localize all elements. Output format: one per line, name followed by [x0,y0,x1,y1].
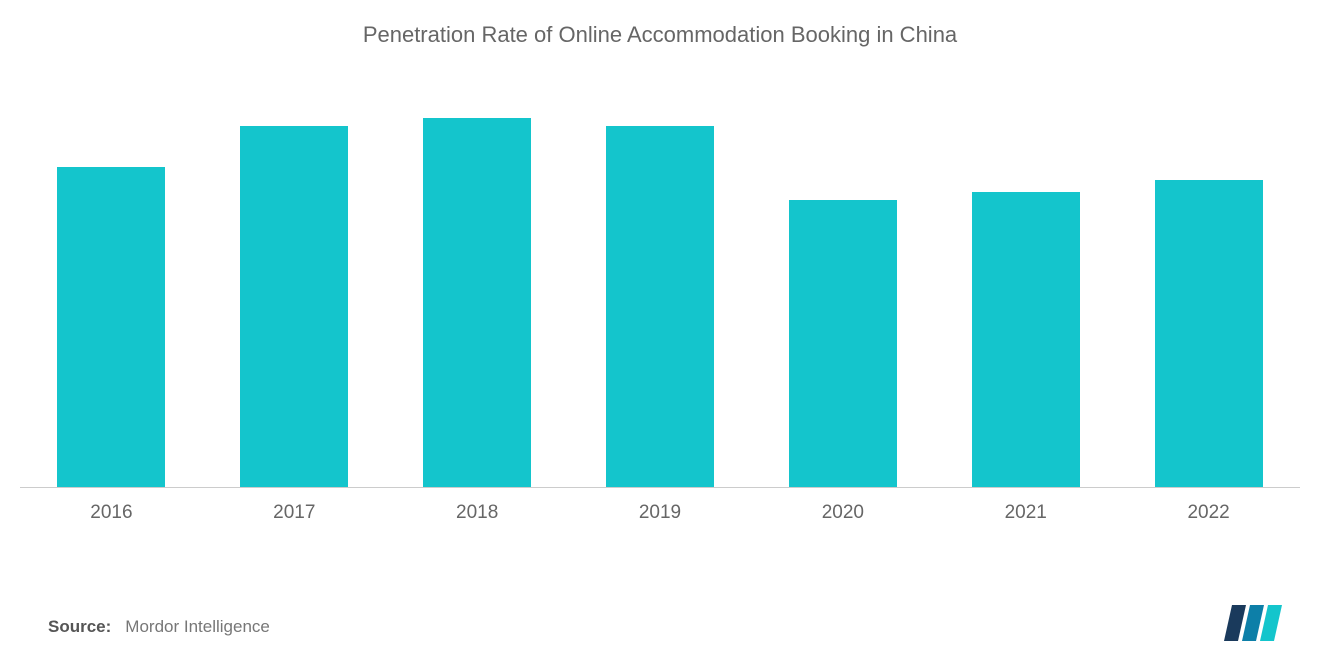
bar-wrapper [1117,180,1300,488]
bar [240,126,348,487]
bar-category-label: 2021 [1005,488,1047,524]
bar [789,200,897,487]
chart-area: 2016 2017 2018 2019 2020 2021 2022 [20,78,1300,538]
bar [423,118,531,487]
bar-category-label: 2020 [822,488,864,524]
bar [57,167,165,487]
source-label: Source: [48,617,111,637]
brand-logo-icon [1222,603,1282,643]
bar-wrapper [569,126,752,487]
bar-wrapper [751,200,934,487]
bars-container [20,78,1300,488]
bar-category-label: 2019 [639,488,681,524]
bar [606,126,714,487]
bar-wrapper [20,167,203,487]
bar-wrapper [203,126,386,487]
bar-wrapper [934,192,1117,487]
labels-row: 2016 2017 2018 2019 2020 2021 2022 [20,488,1300,524]
bar-category-label: 2022 [1187,488,1229,524]
chart-footer: Source: Mordor Intelligence [48,617,270,637]
bar [972,192,1080,487]
bar [1155,180,1263,488]
chart-title: Penetration Rate of Online Accommodation… [0,0,1320,58]
bar-category-label: 2016 [90,488,132,524]
bar-category-label: 2018 [456,488,498,524]
bar-wrapper [386,118,569,487]
bar-category-label: 2017 [273,488,315,524]
source-value: Mordor Intelligence [125,617,270,637]
